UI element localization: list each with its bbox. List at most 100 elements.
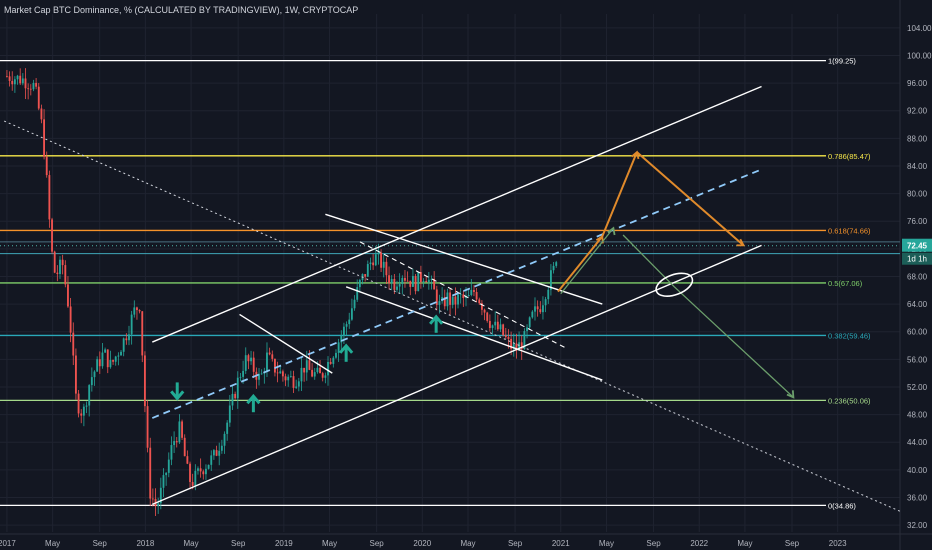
candle-body — [271, 354, 274, 359]
candle-body — [252, 357, 255, 372]
candle-body — [128, 334, 130, 341]
candle-body — [462, 294, 465, 298]
desc-channel-mid — [359, 241, 568, 350]
candle-body — [486, 312, 489, 321]
candle-body — [173, 441, 176, 446]
green-arrowhead-bottom — [786, 390, 795, 399]
teal-arrow-up-2-head — [339, 343, 354, 354]
candle-body — [77, 393, 80, 414]
candle-body — [114, 356, 117, 362]
candle-body — [19, 75, 22, 84]
candle-body — [433, 278, 436, 290]
candle-body — [51, 219, 53, 252]
candle-body — [542, 305, 544, 313]
candle-body — [526, 327, 528, 332]
candle-body — [459, 294, 462, 296]
x-tick-label: Sep — [231, 539, 246, 548]
candle-body — [475, 291, 478, 300]
candle-body — [236, 377, 239, 399]
candle-body — [157, 503, 160, 507]
candle-body — [231, 393, 234, 406]
candle-body — [170, 445, 173, 460]
candle-body — [40, 108, 43, 120]
candle-body — [239, 376, 242, 378]
x-tick-label: 2023 — [829, 539, 847, 548]
candle-body — [11, 80, 14, 85]
candle-body — [332, 357, 335, 364]
candle-body — [388, 275, 390, 284]
candle-body — [151, 498, 154, 500]
candle-body — [242, 370, 245, 377]
fib-level-label: 0.5(67.06) — [828, 279, 863, 288]
candle-body — [313, 372, 316, 377]
candle-body — [112, 360, 114, 362]
candle-body — [205, 468, 207, 475]
y-tick-label: 96.00 — [907, 79, 928, 88]
candle-body — [369, 262, 372, 265]
candle-body — [372, 262, 375, 266]
y-tick-label: 40.00 — [907, 466, 928, 475]
candle-body — [287, 376, 290, 381]
long-downtrend-line — [3, 120, 901, 512]
candle-body — [266, 352, 268, 372]
candle-body — [215, 450, 218, 456]
candle-body — [406, 280, 409, 282]
x-tick-label: 2020 — [413, 539, 431, 548]
fib-level-label: 0(34.86) — [828, 501, 856, 510]
candle-body — [446, 292, 449, 307]
candle-body — [345, 324, 348, 327]
orange-arrowhead-top — [631, 150, 640, 160]
candle-body — [340, 335, 343, 343]
green-arrow-2 — [622, 234, 675, 288]
candle-body — [35, 82, 38, 87]
rising-dashed-line — [151, 168, 762, 419]
circle-marker — [655, 272, 694, 297]
candle-body — [319, 367, 321, 374]
candle-body — [130, 314, 133, 335]
candle-body — [398, 284, 401, 287]
fib-level-label: 0.236(50.06) — [828, 396, 871, 405]
candle-body — [454, 296, 457, 305]
x-tick-label: May — [737, 539, 752, 548]
orange-arrow-3 — [636, 151, 745, 247]
candle-body — [8, 76, 11, 81]
candle-body — [409, 280, 412, 287]
candle-body — [43, 119, 46, 157]
candle-body — [202, 471, 205, 475]
x-tick-label: 2022 — [690, 539, 708, 548]
candle-body — [303, 367, 306, 373]
candle-body — [74, 355, 77, 394]
y-tick-label: 52.00 — [907, 383, 928, 392]
candle-body — [305, 360, 308, 373]
flag-upper — [239, 313, 333, 374]
candle-body — [117, 355, 120, 357]
candle-body — [555, 262, 558, 266]
y-tick-label: 64.00 — [907, 300, 928, 309]
candle-body — [404, 277, 406, 281]
candle-body — [321, 373, 324, 378]
candle-body — [425, 280, 428, 283]
candle-body — [435, 289, 438, 305]
candle-body — [449, 292, 452, 305]
candle-body — [300, 367, 303, 382]
teal-arrow-up-1-head — [246, 393, 261, 405]
candle-body — [93, 371, 96, 378]
candle-body — [120, 351, 122, 356]
candle-body — [183, 437, 186, 457]
candle-body — [96, 359, 99, 372]
candle-body — [411, 276, 414, 287]
candle-body — [27, 88, 30, 90]
candle-body — [507, 337, 510, 339]
candle-body — [220, 445, 223, 451]
candle-body — [181, 421, 183, 438]
y-tick-label: 88.00 — [907, 134, 928, 143]
candle-body — [138, 310, 141, 312]
candle-body — [451, 296, 454, 305]
green-arrowhead-top — [607, 226, 616, 236]
candle-body — [534, 306, 536, 312]
candle-body — [422, 280, 425, 283]
candle-body — [178, 421, 181, 443]
candle-body — [539, 309, 542, 313]
candle-body — [141, 311, 144, 356]
